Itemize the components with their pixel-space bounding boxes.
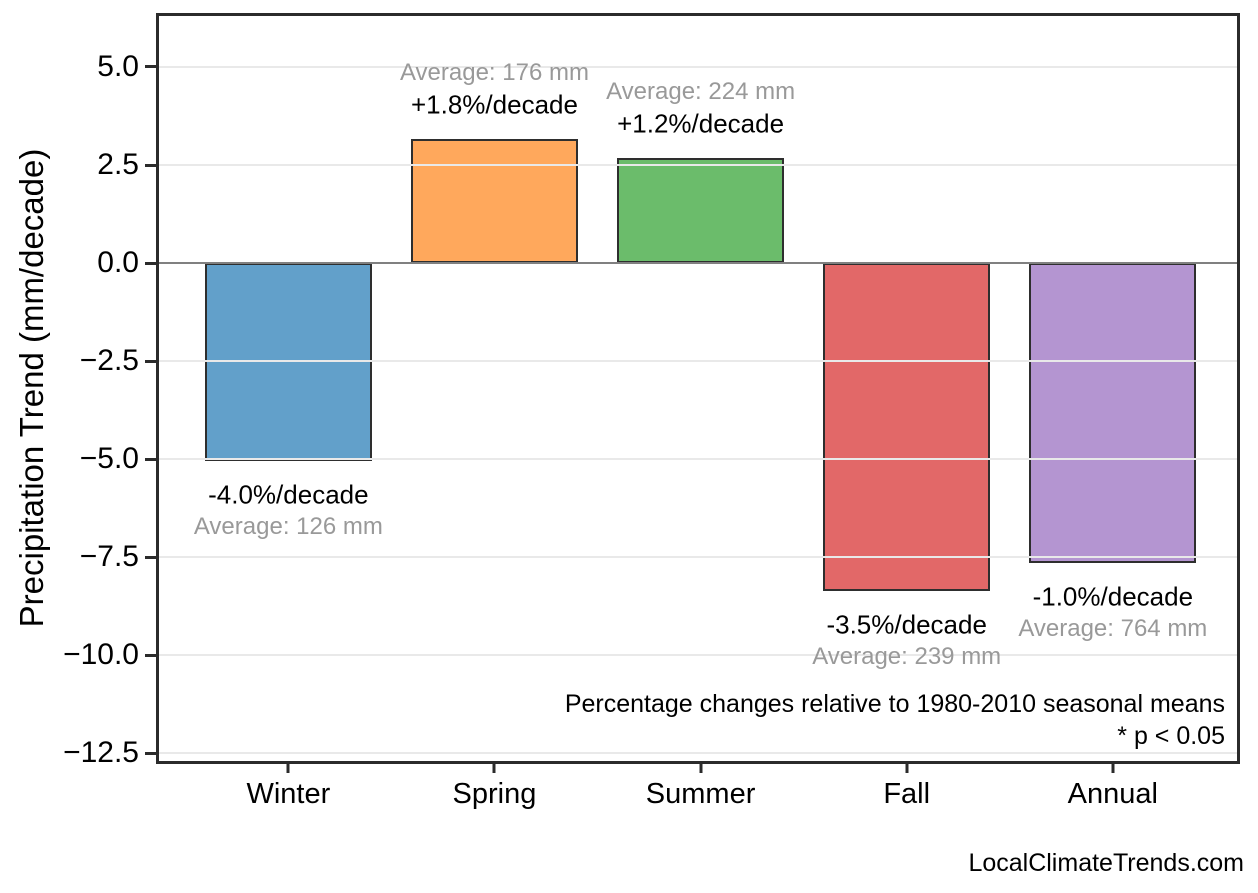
bar-avg-label: Average: 176 mm [399,58,589,86]
bar-annual [1029,263,1197,563]
y-tick-mark [145,359,156,363]
annotation-significance: * p < 0.05 [1117,722,1225,750]
y-tick-label: 0.0 [97,246,139,280]
y-axis-title: Precipitation Trend (mm/decade) [13,148,50,628]
bar-pct-label: +1.2%/decade [617,108,785,139]
y-tick-label: −7.5 [79,540,139,574]
x-tick-label-winter: Winter [246,778,331,810]
y-tick-mark [145,261,156,265]
y-tick-mark [145,457,156,461]
y-tick-label: −12.5 [63,736,139,770]
bar-pct-label: +1.8%/decade [410,89,578,120]
bar-summer [617,157,785,264]
y-tick-label: −10.0 [63,638,139,672]
y-tick-mark [145,751,156,755]
x-tick-mark [699,764,703,773]
x-tick-label-summer: Summer [645,778,756,810]
x-tick-mark [905,764,909,773]
gridline [159,654,1237,657]
y-tick-mark [145,163,156,167]
x-tick-mark [286,764,290,773]
gridline [159,752,1237,755]
bar-fall [823,263,991,592]
bar-pct-label: -3.5%/decade [826,609,987,640]
gridline [159,65,1237,68]
bar-pct-label: -4.0%/decade [208,479,369,510]
y-tick-mark [145,555,156,559]
bar-avg-label: Average: 239 mm [812,643,1002,671]
x-tick-mark [1111,764,1115,773]
y-tick-label: −2.5 [79,344,139,378]
x-tick-label-annual: Annual [1067,778,1158,810]
bar-avg-label: Average: 126 mm [193,512,383,540]
y-tick-mark [145,653,156,657]
x-tick-label-spring: Spring [452,778,537,810]
x-tick-mark [492,764,496,773]
watermark: LocalClimateTrends.com [968,849,1244,877]
y-tick-label: −5.0 [79,442,139,476]
y-tick-label: 5.0 [97,49,139,83]
bar-avg-label: Average: 224 mm [606,77,796,105]
y-tick-mark [145,65,156,69]
x-tick-label-fall: Fall [883,778,931,810]
y-tick-label: 2.5 [97,148,139,181]
bar-spring [410,138,578,264]
bar-avg-label: Average: 764 mm [1018,614,1208,642]
bar-pct-label: -1.0%/decade [1032,581,1194,612]
annotation-note: Percentage changes relative to 1980-2010… [564,690,1225,718]
plot-area: Percentage changes relative to 1980-2010… [63,13,1240,810]
bar-winter [204,263,372,461]
